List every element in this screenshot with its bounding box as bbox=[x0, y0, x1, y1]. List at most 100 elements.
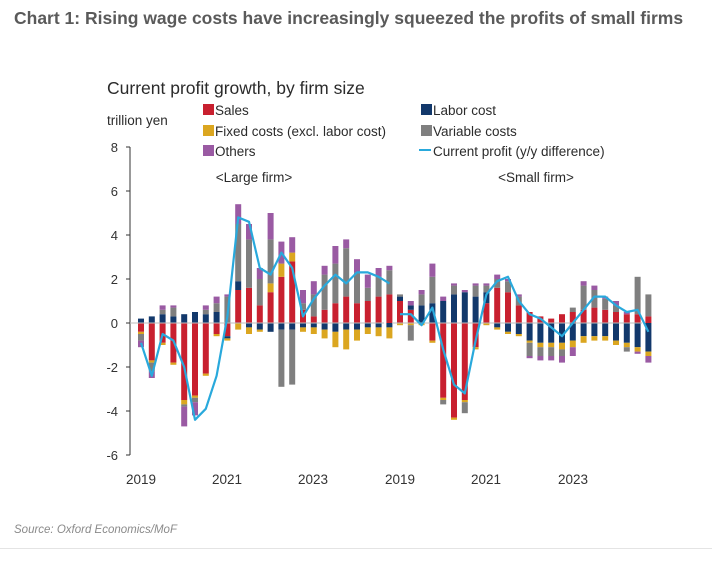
bar-others bbox=[515, 294, 522, 297]
bar-sales bbox=[515, 305, 522, 323]
bar-others bbox=[548, 356, 555, 361]
bar-others bbox=[407, 301, 414, 306]
bar-fixed-costs-excl-labor-cost bbox=[170, 362, 177, 365]
bar-labor-cost bbox=[321, 323, 328, 330]
bar-others bbox=[375, 268, 382, 277]
bar-labor-cost bbox=[429, 303, 436, 323]
bar-sales bbox=[526, 312, 533, 323]
legend-label-labor-cost: Labor cost bbox=[433, 103, 496, 118]
bar-sales bbox=[397, 301, 403, 323]
bar-sales bbox=[289, 261, 296, 323]
bar-variable-costs bbox=[138, 334, 144, 341]
bar-labor-cost bbox=[256, 323, 263, 330]
bar-labor-cost bbox=[343, 323, 350, 330]
bar-variable-costs bbox=[569, 307, 576, 312]
bar-others bbox=[181, 406, 188, 427]
profit-growth-chart: Current profit growth, by firm size tril… bbox=[106, 78, 652, 487]
bar-others bbox=[159, 305, 166, 310]
bar-variable-costs bbox=[181, 404, 188, 407]
bar-fixed-costs-excl-labor-cost bbox=[548, 342, 555, 348]
bar-others bbox=[569, 347, 576, 356]
bar-labor-cost bbox=[181, 314, 188, 323]
bar-sales bbox=[213, 323, 220, 334]
bar-sales bbox=[548, 318, 555, 323]
bar-labor-cost bbox=[159, 314, 166, 323]
bar-sales bbox=[569, 312, 576, 323]
bar-others bbox=[623, 312, 630, 315]
bar-sales bbox=[256, 305, 263, 323]
bar-sales bbox=[375, 296, 382, 323]
legend-swatch-fixed-costs-excl-labor-cost bbox=[203, 125, 214, 136]
y-tick-label: -4 bbox=[106, 404, 118, 419]
bar-fixed-costs-excl-labor-cost bbox=[181, 400, 188, 405]
y-tick-label: -2 bbox=[106, 360, 118, 375]
bar-fixed-costs-excl-labor-cost bbox=[569, 340, 576, 348]
x-tick-label: 2021 bbox=[212, 472, 242, 487]
bar-variable-costs bbox=[159, 309, 166, 315]
bar-others bbox=[494, 274, 501, 279]
bar-fixed-costs-excl-labor-cost bbox=[634, 347, 641, 352]
bar-labor-cost bbox=[364, 323, 371, 328]
bar-fixed-costs-excl-labor-cost bbox=[451, 417, 457, 420]
y-tick-label: 6 bbox=[111, 184, 118, 199]
bar-fixed-costs-excl-labor-cost bbox=[407, 323, 414, 326]
bar-variable-costs bbox=[235, 224, 242, 282]
chart-title: Current profit growth, by firm size bbox=[107, 78, 365, 98]
bar-fixed-costs-excl-labor-cost bbox=[159, 342, 166, 345]
legend-swatch-variable-costs bbox=[421, 125, 432, 136]
bar-labor-cost bbox=[407, 305, 414, 310]
bar-others bbox=[440, 296, 447, 301]
bar-others bbox=[235, 204, 242, 224]
bar-fixed-costs-excl-labor-cost bbox=[235, 323, 242, 330]
bar-labor-cost bbox=[246, 323, 252, 328]
bar-fixed-costs-excl-labor-cost bbox=[623, 342, 630, 348]
bar-labor-cost bbox=[375, 323, 382, 328]
bar-sales bbox=[181, 323, 188, 400]
bar-variable-costs bbox=[613, 305, 619, 312]
bar-variable-costs bbox=[364, 287, 371, 301]
bar-sales bbox=[148, 323, 155, 361]
bar-sales bbox=[483, 303, 490, 323]
bar-others bbox=[267, 213, 274, 240]
bar-fixed-costs-excl-labor-cost bbox=[138, 331, 144, 334]
panel-large-firm: <Large firm> 2019 2021 2023 bbox=[126, 170, 393, 487]
x-tick-label: 2023 bbox=[558, 472, 588, 487]
bar-labor-cost bbox=[332, 323, 339, 332]
bar-labor-cost bbox=[548, 323, 555, 343]
bar-labor-cost bbox=[213, 312, 220, 323]
bar-labor-cost bbox=[623, 323, 630, 343]
bar-fixed-costs-excl-labor-cost bbox=[386, 327, 393, 339]
x-tick-label: 2021 bbox=[471, 472, 501, 487]
bar-variable-costs bbox=[591, 290, 598, 308]
y-tick-label: 2 bbox=[111, 272, 118, 287]
legend-label-current-profit-y-y-difference: Current profit (y/y difference) bbox=[433, 144, 605, 159]
bar-variable-costs bbox=[375, 276, 382, 297]
bar-sales bbox=[354, 303, 360, 323]
bar-variable-costs bbox=[213, 303, 220, 312]
bar-variable-costs bbox=[343, 248, 350, 297]
bar-labor-cost bbox=[515, 323, 522, 334]
bar-others bbox=[321, 265, 328, 275]
bar-others bbox=[213, 296, 220, 304]
bar-variable-costs bbox=[505, 281, 511, 293]
bar-others bbox=[246, 224, 252, 240]
y-axis-unit-label: trillion yen bbox=[107, 113, 168, 128]
bar-sales bbox=[451, 323, 457, 418]
bar-fixed-costs-excl-labor-cost bbox=[300, 327, 306, 332]
bar-others bbox=[289, 237, 296, 253]
x-tick-label: 2019 bbox=[385, 472, 415, 487]
bar-fixed-costs-excl-labor-cost bbox=[148, 360, 155, 363]
bar-variable-costs bbox=[256, 279, 263, 306]
bar-variable-costs bbox=[494, 279, 501, 288]
bar-variable-costs bbox=[148, 362, 155, 372]
bar-others bbox=[451, 283, 457, 286]
bar-variable-costs bbox=[332, 263, 339, 304]
bar-variable-costs bbox=[537, 347, 544, 356]
bar-variable-costs bbox=[429, 276, 436, 304]
bar-fixed-costs-excl-labor-cost bbox=[375, 327, 382, 337]
bar-others bbox=[472, 283, 479, 286]
bar-fixed-costs-excl-labor-cost bbox=[256, 329, 263, 332]
bar-fixed-costs-excl-labor-cost bbox=[202, 373, 209, 376]
bar-sales bbox=[602, 309, 609, 323]
legend-label-fixed-costs-excl-labor-cost: Fixed costs (excl. labor cost) bbox=[215, 124, 386, 139]
